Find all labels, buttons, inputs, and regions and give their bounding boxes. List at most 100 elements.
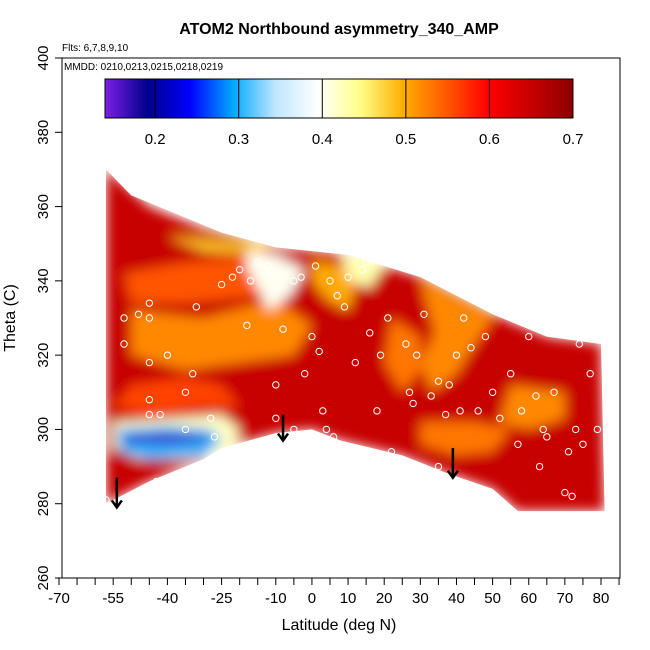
sample-point	[597, 336, 605, 344]
sample-point	[459, 314, 468, 322]
sample-point	[210, 433, 219, 441]
y-tick-label: 380	[35, 120, 52, 145]
sample-point	[358, 266, 367, 274]
y-axis-label: Theta (C)	[2, 284, 19, 352]
sample-point	[102, 496, 110, 504]
heatmap-region	[131, 299, 312, 370]
sample-point	[272, 414, 280, 422]
sample-point	[550, 388, 558, 396]
colorbar-tick-label: 0.6	[479, 131, 500, 148]
sample-point	[308, 440, 316, 448]
y-tick-label: 300	[35, 417, 52, 442]
heatmap-field	[105, 169, 605, 512]
sample-point	[564, 448, 573, 456]
sample-point	[156, 410, 164, 419]
colorbar-tick-label: 0.5	[395, 131, 416, 148]
sample-point	[362, 258, 370, 266]
x-axis-label: Latitude (deg N)	[282, 617, 397, 634]
sample-point	[69, 425, 78, 434]
sample-point	[351, 358, 359, 367]
sample-point	[579, 440, 587, 448]
sample-point	[145, 358, 154, 367]
colorbar: 0.2 0.3 0.4 0.5 0.6 0.7	[104, 78, 583, 148]
down-arrow-icon	[110, 477, 123, 510]
sample-point	[181, 425, 190, 434]
colorbar-gradient	[104, 78, 574, 119]
flights-note: Flts: 6,7,8,9,10	[62, 43, 129, 54]
sample-point	[586, 370, 594, 378]
x-tick-label: 50	[484, 590, 501, 607]
arrows	[110, 414, 459, 510]
sample-point	[405, 388, 414, 396]
sample-point	[427, 392, 435, 400]
y-tick-label: 260	[35, 565, 52, 590]
sample-point	[376, 351, 385, 359]
x-axis: -70 -55 -40 -25 -10 0 10 20 30 40 50 60 70 80	[48, 578, 620, 607]
x-tick-label: -25	[211, 590, 233, 607]
sample-point	[207, 414, 215, 422]
sample-point	[120, 340, 128, 348]
heatmap-region	[420, 422, 511, 456]
sample-point	[120, 314, 128, 322]
y-tick-label: 280	[35, 491, 52, 516]
sample-point	[80, 277, 88, 285]
sample-point	[488, 388, 497, 396]
sample-point	[290, 277, 298, 285]
sample-point	[474, 407, 482, 415]
sample-point	[506, 370, 515, 378]
sample-point	[326, 277, 334, 285]
down-arrow-icon	[277, 414, 290, 443]
sample-point	[217, 280, 226, 289]
x-tick-label: -40	[157, 590, 179, 607]
sample-point	[539, 425, 547, 434]
sample-point	[402, 340, 410, 348]
x-tick-label: 60	[520, 590, 537, 607]
sample-point	[333, 292, 341, 300]
sample-point	[532, 392, 540, 400]
sample-point	[145, 396, 154, 404]
x-tick-label: 40	[448, 590, 465, 607]
sample-point	[387, 448, 396, 456]
sample-point	[145, 314, 154, 322]
sample-point	[311, 262, 320, 270]
x-tick-label: 70	[557, 590, 574, 607]
sample-point	[362, 448, 370, 456]
sample-point	[373, 407, 381, 415]
sample-point	[384, 314, 392, 322]
heatmap-region	[384, 318, 421, 393]
sample-point	[192, 303, 201, 311]
sample-point	[413, 351, 421, 359]
sample-point	[66, 202, 74, 211]
sample-point	[561, 488, 569, 497]
sample-point	[456, 407, 464, 415]
colorbar-tick-label: 0.2	[145, 131, 166, 148]
sample-point	[535, 462, 544, 471]
sample-point	[152, 477, 161, 486]
sample-point	[517, 407, 526, 415]
y-tick-label: 320	[35, 343, 52, 368]
heatmap-region	[113, 377, 240, 415]
heatmap-region	[246, 251, 305, 311]
sample-point	[308, 332, 316, 341]
chart-title: ATOM2 Northbound asymmetry_340_AMP	[179, 21, 499, 38]
heatmap-region	[340, 254, 385, 289]
sample-point	[315, 347, 323, 356]
heatmap-region	[167, 236, 276, 255]
sample-point	[181, 388, 190, 396]
x-tick-label: -70	[48, 590, 70, 607]
sample-point	[514, 440, 522, 448]
sample-point	[525, 332, 533, 341]
sample-point	[543, 433, 551, 441]
sample-point	[264, 262, 273, 270]
colorbar-tick-label: 0.3	[228, 131, 249, 148]
y-tick-label: 400	[35, 45, 52, 70]
x-tick-label: -10	[265, 590, 287, 607]
sample-point	[134, 310, 143, 318]
x-tick-label: 10	[340, 590, 357, 607]
sample-point	[163, 351, 172, 359]
y-tick-label: 360	[35, 194, 52, 219]
x-tick-label: 0	[308, 590, 316, 607]
sample-point	[145, 299, 154, 307]
sample-point	[572, 425, 580, 434]
